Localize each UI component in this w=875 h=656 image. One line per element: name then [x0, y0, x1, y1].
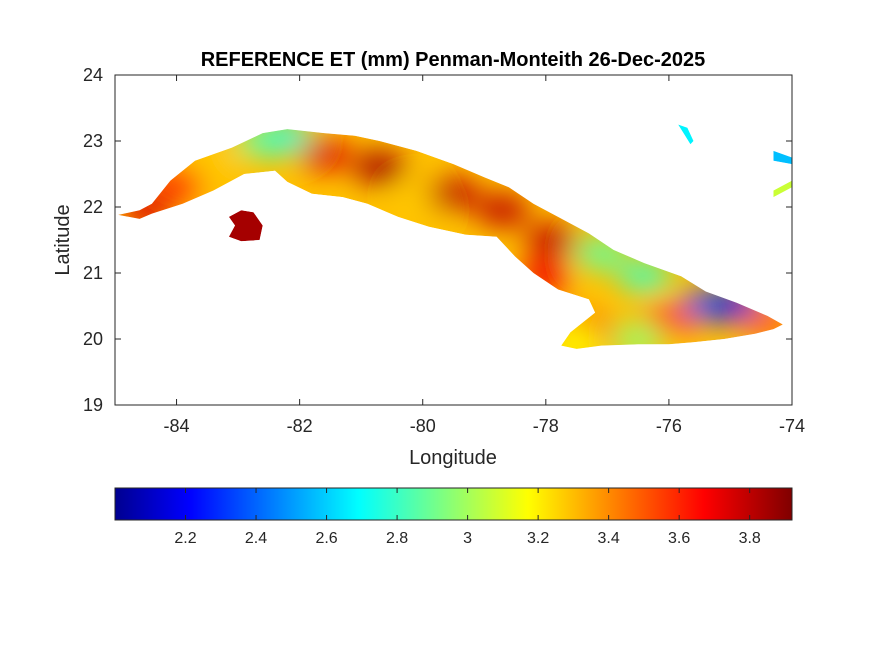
region-eastern-islet-2	[773, 150, 792, 165]
x-tick-label: -76	[656, 416, 682, 436]
colorbar-tick-label: 2.8	[386, 530, 408, 547]
x-axis: -84 -82 -80 -78 -76 -74	[164, 75, 805, 436]
x-tick-label: -78	[533, 416, 559, 436]
x-tick-label: -74	[779, 416, 805, 436]
colorbar-ticks: 2.2 2.4 2.6 2.8 3 3.2 3.4 3.6 3.8	[174, 488, 761, 547]
y-tick-label: 19	[83, 395, 103, 415]
et-value-mark	[298, 138, 351, 171]
et-value-mark	[353, 151, 406, 184]
x-tick-label: -80	[410, 416, 436, 436]
et-value-mark	[427, 177, 480, 210]
y-axis: 19 20 21 22 23 24	[83, 65, 792, 415]
et-value-mark	[612, 323, 665, 349]
et-value-mark	[150, 167, 203, 200]
chart-title: REFERENCE ET (mm) Penman-Monteith 26-Dec…	[201, 49, 706, 71]
region-fill	[118, 129, 783, 349]
map-layer	[118, 124, 792, 349]
y-tick-label: 22	[83, 197, 103, 217]
et-value-mark	[618, 260, 671, 293]
colorbar-tick-label: 2.2	[174, 530, 196, 547]
et-value-mark	[741, 306, 783, 339]
x-tick-label: -82	[287, 416, 313, 436]
et-value-mark	[526, 224, 578, 256]
plot-area-frame	[114, 74, 793, 406]
colorbar-tick-label: 3.6	[668, 530, 690, 547]
et-value-mark	[773, 150, 792, 165]
et-value-mark	[678, 124, 694, 145]
region-eastern-islet-1	[678, 124, 694, 145]
region-main-island	[118, 129, 783, 349]
y-tick-label: 20	[83, 329, 103, 349]
region-isla-de-la-juventud	[228, 210, 263, 242]
colorbar-tick-label: 3.2	[527, 530, 549, 547]
et-value-mark	[773, 180, 792, 198]
et-value-mark	[642, 303, 695, 336]
colorbar-tick-label: 2.6	[315, 530, 337, 547]
y-tick-label: 24	[83, 65, 103, 85]
et-value-mark	[476, 194, 529, 227]
region-eastern-islet-3	[773, 180, 792, 198]
colorbar-tick-label: 3.4	[598, 530, 620, 547]
x-axis-label: Longitude	[409, 447, 497, 469]
colorbar-tick-label: 3.8	[739, 530, 761, 547]
colorbar	[114, 487, 793, 521]
et-value-mark	[519, 260, 572, 293]
et-value-mark	[550, 326, 603, 349]
y-tick-label: 23	[83, 131, 103, 151]
et-value-mark	[187, 144, 240, 177]
et-value-mark	[233, 216, 262, 237]
y-axis-label: Latitude	[52, 204, 74, 275]
et-value-mark	[575, 237, 628, 270]
y-tick-label: 21	[83, 263, 103, 283]
colorbar-tick-label: 2.4	[245, 530, 267, 547]
et-value-mark	[119, 194, 172, 227]
colorbar-tick-label: 3	[463, 530, 472, 547]
x-tick-label: -84	[164, 416, 190, 436]
